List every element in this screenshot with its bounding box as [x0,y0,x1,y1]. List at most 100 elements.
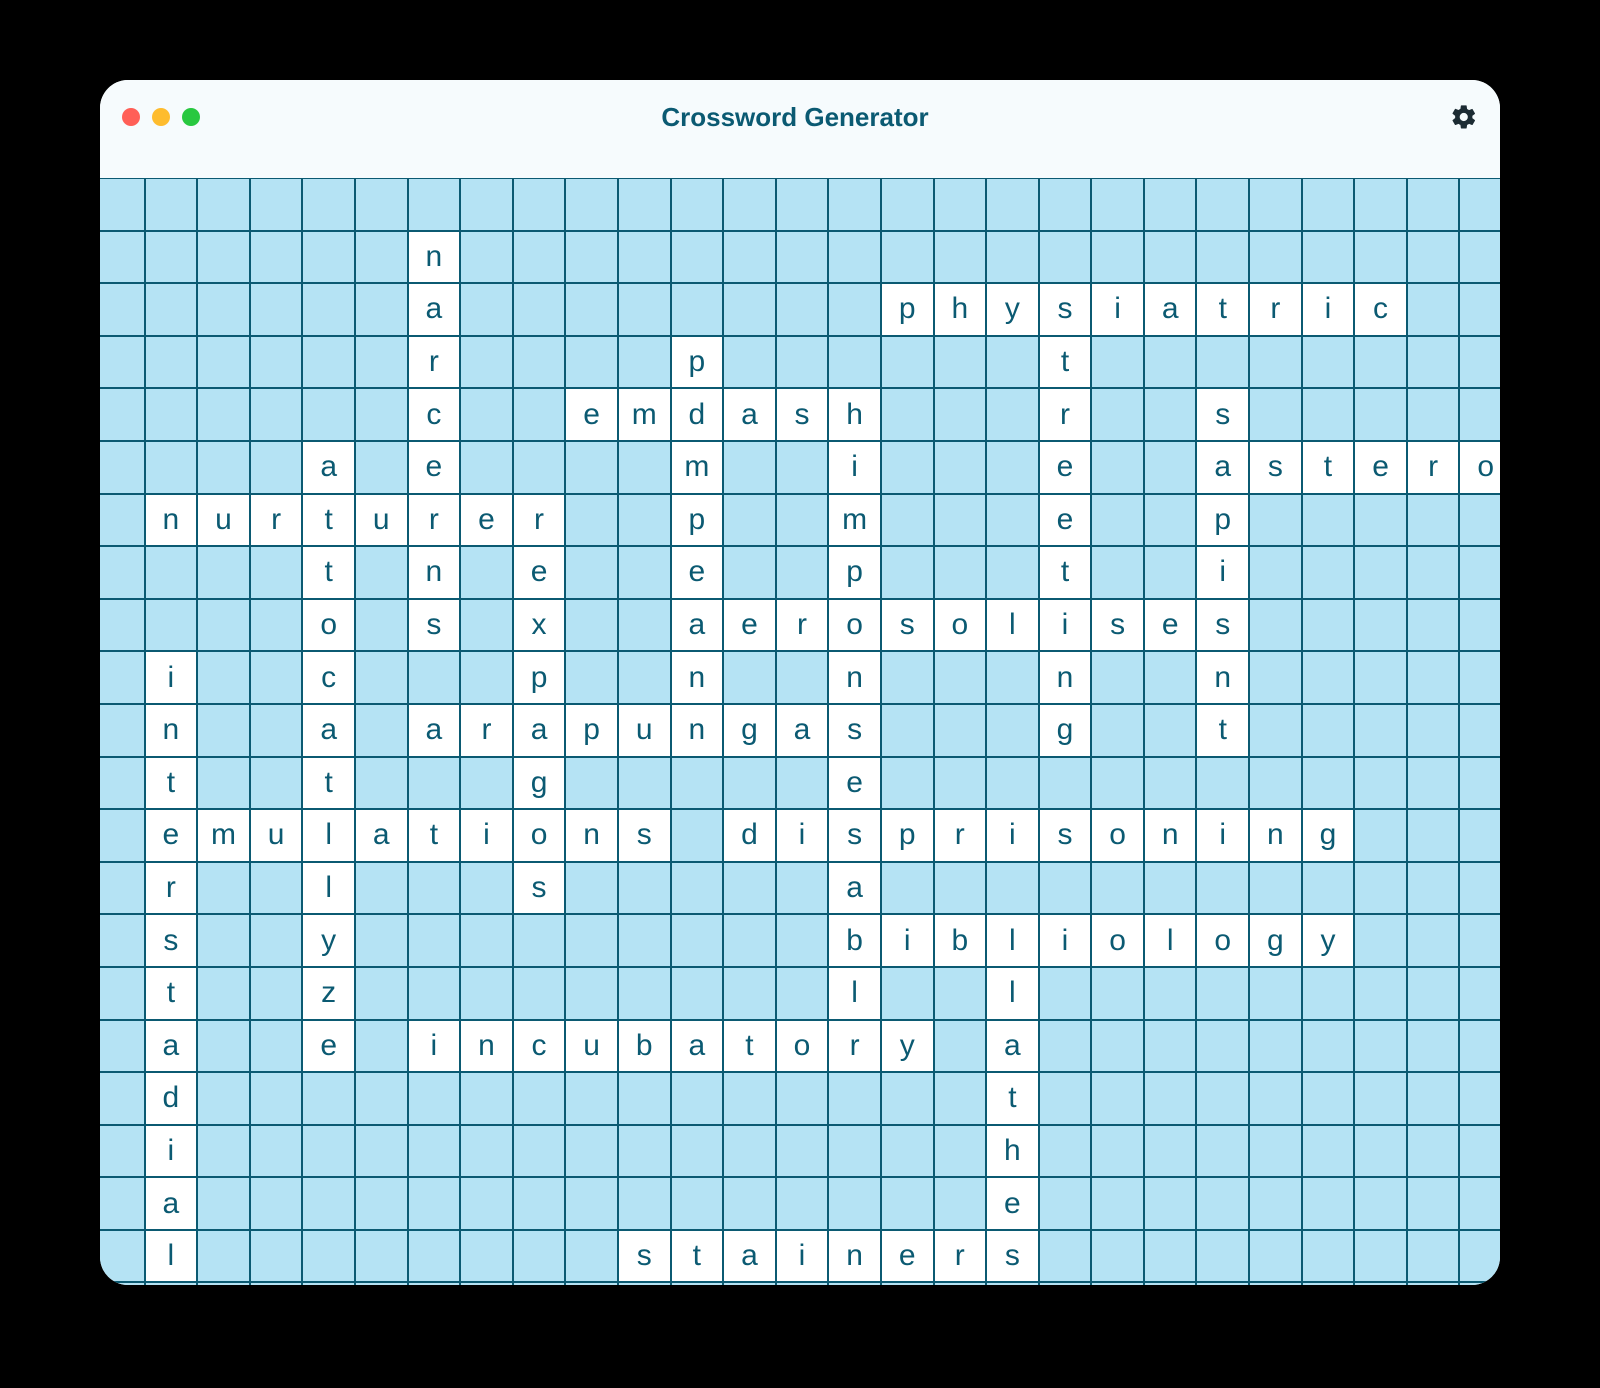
letter-cell[interactable]: p [671,336,724,389]
letter-cell[interactable]: m [618,388,671,441]
letter-cell[interactable]: s [513,862,566,915]
letter-cell[interactable]: s [618,1230,671,1283]
letter-cell[interactable]: h [986,1125,1039,1178]
letter-cell[interactable]: t [408,809,461,862]
letter-cell[interactable]: s [1196,599,1249,652]
letter-cell[interactable]: a [302,704,355,757]
letter-cell[interactable]: s [1091,599,1144,652]
letter-cell[interactable]: h [934,283,987,336]
letter-cell[interactable]: l [986,967,1039,1020]
letter-cell[interactable]: t [723,1020,776,1073]
letter-cell[interactable]: n [1196,651,1249,704]
letter-cell[interactable]: n [1144,809,1197,862]
letter-cell[interactable]: t [145,967,198,1020]
letter-cell[interactable]: n [671,651,724,704]
letter-cell[interactable]: y [302,914,355,967]
letter-cell[interactable]: n [1039,651,1092,704]
letter-cell[interactable]: i [1039,914,1092,967]
letter-cell[interactable]: n [460,1020,513,1073]
letter-cell[interactable]: a [302,441,355,494]
letter-cell[interactable]: a [408,704,461,757]
letter-cell[interactable]: i [986,809,1039,862]
letter-cell[interactable]: o [1091,809,1144,862]
letter-cell[interactable]: p [671,494,724,547]
letter-cell[interactable]: a [145,1020,198,1073]
letter-cell[interactable]: t [302,546,355,599]
letter-cell[interactable]: o [1091,914,1144,967]
letter-cell[interactable]: t [1302,441,1355,494]
letter-cell[interactable]: s [828,704,881,757]
letter-cell[interactable]: a [723,1230,776,1283]
letter-cell[interactable]: n [145,704,198,757]
letter-cell[interactable]: e [145,809,198,862]
letter-cell[interactable]: m [197,809,250,862]
letter-cell[interactable]: b [934,914,987,967]
letter-cell[interactable]: u [618,704,671,757]
letter-cell[interactable]: e [1039,494,1092,547]
letter-cell[interactable]: y [1302,914,1355,967]
letter-cell[interactable]: n [408,546,461,599]
letter-cell[interactable]: e [881,1230,934,1283]
letter-cell[interactable]: e [1144,599,1197,652]
letter-cell[interactable]: t [302,757,355,810]
letter-cell[interactable]: g [513,757,566,810]
letter-cell[interactable]: t [1039,336,1092,389]
letter-cell[interactable]: n [565,809,618,862]
letter-cell[interactable]: o [934,599,987,652]
letter-cell[interactable]: l [828,967,881,1020]
letter-cell[interactable]: p [513,651,566,704]
letter-cell[interactable]: t [145,757,198,810]
letter-cell[interactable]: i [776,1230,829,1283]
letter-cell[interactable]: l [145,1230,198,1283]
letter-cell[interactable]: u [565,1020,618,1073]
letter-cell[interactable]: i [776,809,829,862]
letter-cell[interactable]: i [1039,599,1092,652]
letter-cell[interactable]: i [1302,283,1355,336]
letter-cell[interactable]: m [828,494,881,547]
letter-cell[interactable]: s [1196,388,1249,441]
letter-cell[interactable]: o [513,809,566,862]
letter-cell[interactable]: a [1196,441,1249,494]
letter-cell[interactable]: b [618,1020,671,1073]
letter-cell[interactable]: l [302,862,355,915]
letter-cell[interactable]: r [460,704,513,757]
letter-cell[interactable]: a [1144,283,1197,336]
letter-cell[interactable]: e [408,441,461,494]
letter-cell[interactable]: a [723,388,776,441]
letter-cell[interactable]: i [881,914,934,967]
letter-cell[interactable]: p [565,704,618,757]
letter-cell[interactable]: l [1144,914,1197,967]
letter-cell[interactable]: e [1039,441,1092,494]
letter-cell[interactable]: r [250,494,303,547]
letter-cell[interactable]: t [1039,546,1092,599]
letter-cell[interactable]: a [408,283,461,336]
letter-cell[interactable]: i [1196,546,1249,599]
letter-cell[interactable]: r [1039,388,1092,441]
letter-cell[interactable]: u [250,809,303,862]
letter-cell[interactable]: o [828,599,881,652]
letter-cell[interactable]: p [881,809,934,862]
letter-cell[interactable]: t [1196,283,1249,336]
letter-cell[interactable]: c [408,388,461,441]
letter-cell[interactable]: e [565,388,618,441]
letter-cell[interactable]: l [986,599,1039,652]
letter-cell[interactable]: i [408,1020,461,1073]
letter-cell[interactable]: g [1302,809,1355,862]
letter-cell[interactable]: b [828,914,881,967]
letter-cell[interactable]: i [1091,283,1144,336]
letter-cell[interactable]: r [145,862,198,915]
letter-cell[interactable]: n [408,231,461,284]
letter-cell[interactable]: s [618,809,671,862]
letter-cell[interactable]: s [1039,283,1092,336]
letter-cell[interactable]: m [671,441,724,494]
letter-cell[interactable]: g [723,704,776,757]
letter-cell[interactable]: s [408,599,461,652]
letter-cell[interactable]: l [302,809,355,862]
letter-cell[interactable]: o [1459,441,1500,494]
letter-cell[interactable]: l [986,914,1039,967]
letter-cell[interactable]: s [776,388,829,441]
letter-cell[interactable]: c [302,651,355,704]
letter-cell[interactable]: a [671,599,724,652]
letter-cell[interactable]: p [828,546,881,599]
letter-cell[interactable]: t [986,1072,1039,1125]
